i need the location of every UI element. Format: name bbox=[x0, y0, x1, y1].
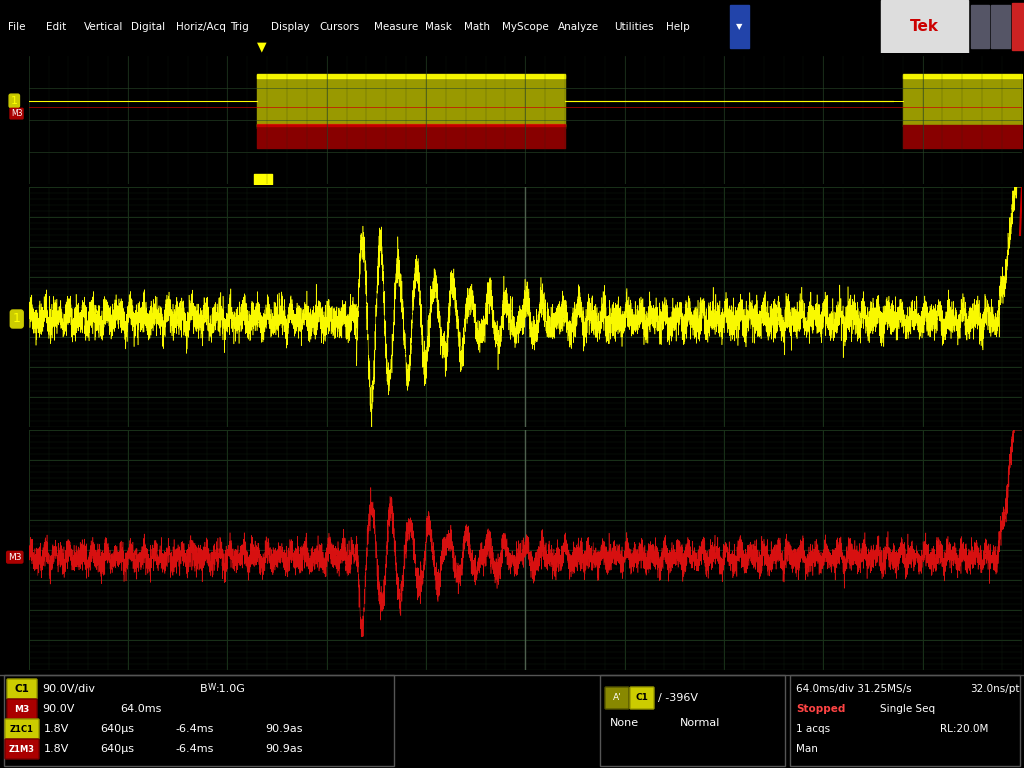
Bar bbox=[4, 675, 394, 766]
Text: File: File bbox=[8, 22, 26, 31]
Text: 90.0V/div: 90.0V/div bbox=[42, 684, 95, 694]
Text: M3: M3 bbox=[14, 704, 30, 713]
Text: Man: Man bbox=[796, 744, 818, 754]
Text: Z1M3: Z1M3 bbox=[9, 744, 35, 753]
Text: 32.0ns/pt: 32.0ns/pt bbox=[970, 684, 1020, 694]
FancyBboxPatch shape bbox=[5, 739, 39, 759]
Bar bbox=[1012, 2, 1024, 51]
Text: M3: M3 bbox=[8, 553, 22, 561]
Text: None: None bbox=[610, 718, 639, 728]
Text: W: W bbox=[208, 683, 216, 691]
Text: Cursors: Cursors bbox=[319, 22, 359, 31]
Text: Trig: Trig bbox=[230, 22, 249, 31]
Bar bbox=[881, 0, 968, 53]
Text: MyScope: MyScope bbox=[502, 22, 549, 31]
FancyBboxPatch shape bbox=[7, 699, 37, 719]
Text: Tek: Tek bbox=[909, 19, 939, 34]
Text: ▼: ▼ bbox=[257, 41, 267, 54]
Text: C1: C1 bbox=[636, 694, 648, 703]
Text: A': A' bbox=[612, 694, 622, 703]
Text: Digital: Digital bbox=[131, 22, 165, 31]
FancyBboxPatch shape bbox=[7, 679, 37, 699]
Bar bbox=[971, 5, 989, 48]
Text: 90.9as: 90.9as bbox=[265, 744, 302, 754]
Text: Measure: Measure bbox=[374, 22, 418, 31]
Text: C1: C1 bbox=[14, 684, 30, 694]
Text: ▼: ▼ bbox=[736, 22, 742, 31]
Bar bbox=[730, 5, 749, 48]
Text: 1: 1 bbox=[11, 96, 17, 106]
Text: :1.0G: :1.0G bbox=[216, 684, 246, 694]
Text: / -396V: / -396V bbox=[658, 693, 698, 703]
Text: Vertical: Vertical bbox=[84, 22, 123, 31]
Text: 90.0V: 90.0V bbox=[42, 704, 75, 714]
FancyBboxPatch shape bbox=[605, 687, 629, 709]
Text: 1.8V: 1.8V bbox=[44, 744, 70, 754]
Text: Mask: Mask bbox=[425, 22, 452, 31]
Text: RL:20.0M: RL:20.0M bbox=[940, 724, 988, 734]
Text: 64.0ms: 64.0ms bbox=[120, 704, 162, 714]
Text: Display: Display bbox=[271, 22, 310, 31]
Text: Help: Help bbox=[666, 22, 689, 31]
Bar bbox=[600, 675, 785, 766]
FancyBboxPatch shape bbox=[5, 719, 39, 739]
Text: 1: 1 bbox=[13, 313, 20, 326]
Text: 90.9as: 90.9as bbox=[265, 724, 302, 734]
Text: 1 acqs: 1 acqs bbox=[796, 724, 830, 734]
Bar bbox=[991, 5, 1010, 48]
FancyBboxPatch shape bbox=[630, 687, 654, 709]
Text: -6.4ms: -6.4ms bbox=[175, 744, 213, 754]
Text: -6.4ms: -6.4ms bbox=[175, 724, 213, 734]
Text: Math: Math bbox=[464, 22, 489, 31]
Text: B: B bbox=[200, 684, 208, 694]
Text: M3: M3 bbox=[11, 109, 23, 118]
Text: Edit: Edit bbox=[46, 22, 67, 31]
Text: 640μs: 640μs bbox=[100, 744, 134, 754]
Text: Horiz/Acq: Horiz/Acq bbox=[176, 22, 226, 31]
Text: Utilities: Utilities bbox=[614, 22, 654, 31]
Text: Stopped: Stopped bbox=[796, 704, 846, 714]
Text: Normal: Normal bbox=[680, 718, 720, 728]
Text: Z1C1: Z1C1 bbox=[10, 724, 34, 733]
Text: Analyze: Analyze bbox=[558, 22, 599, 31]
Text: 64.0ms/div 31.25MS/s: 64.0ms/div 31.25MS/s bbox=[796, 684, 911, 694]
Text: 640μs: 640μs bbox=[100, 724, 134, 734]
Text: Single Seq: Single Seq bbox=[880, 704, 935, 714]
Text: 1.8V: 1.8V bbox=[44, 724, 70, 734]
Bar bbox=[790, 675, 1020, 766]
